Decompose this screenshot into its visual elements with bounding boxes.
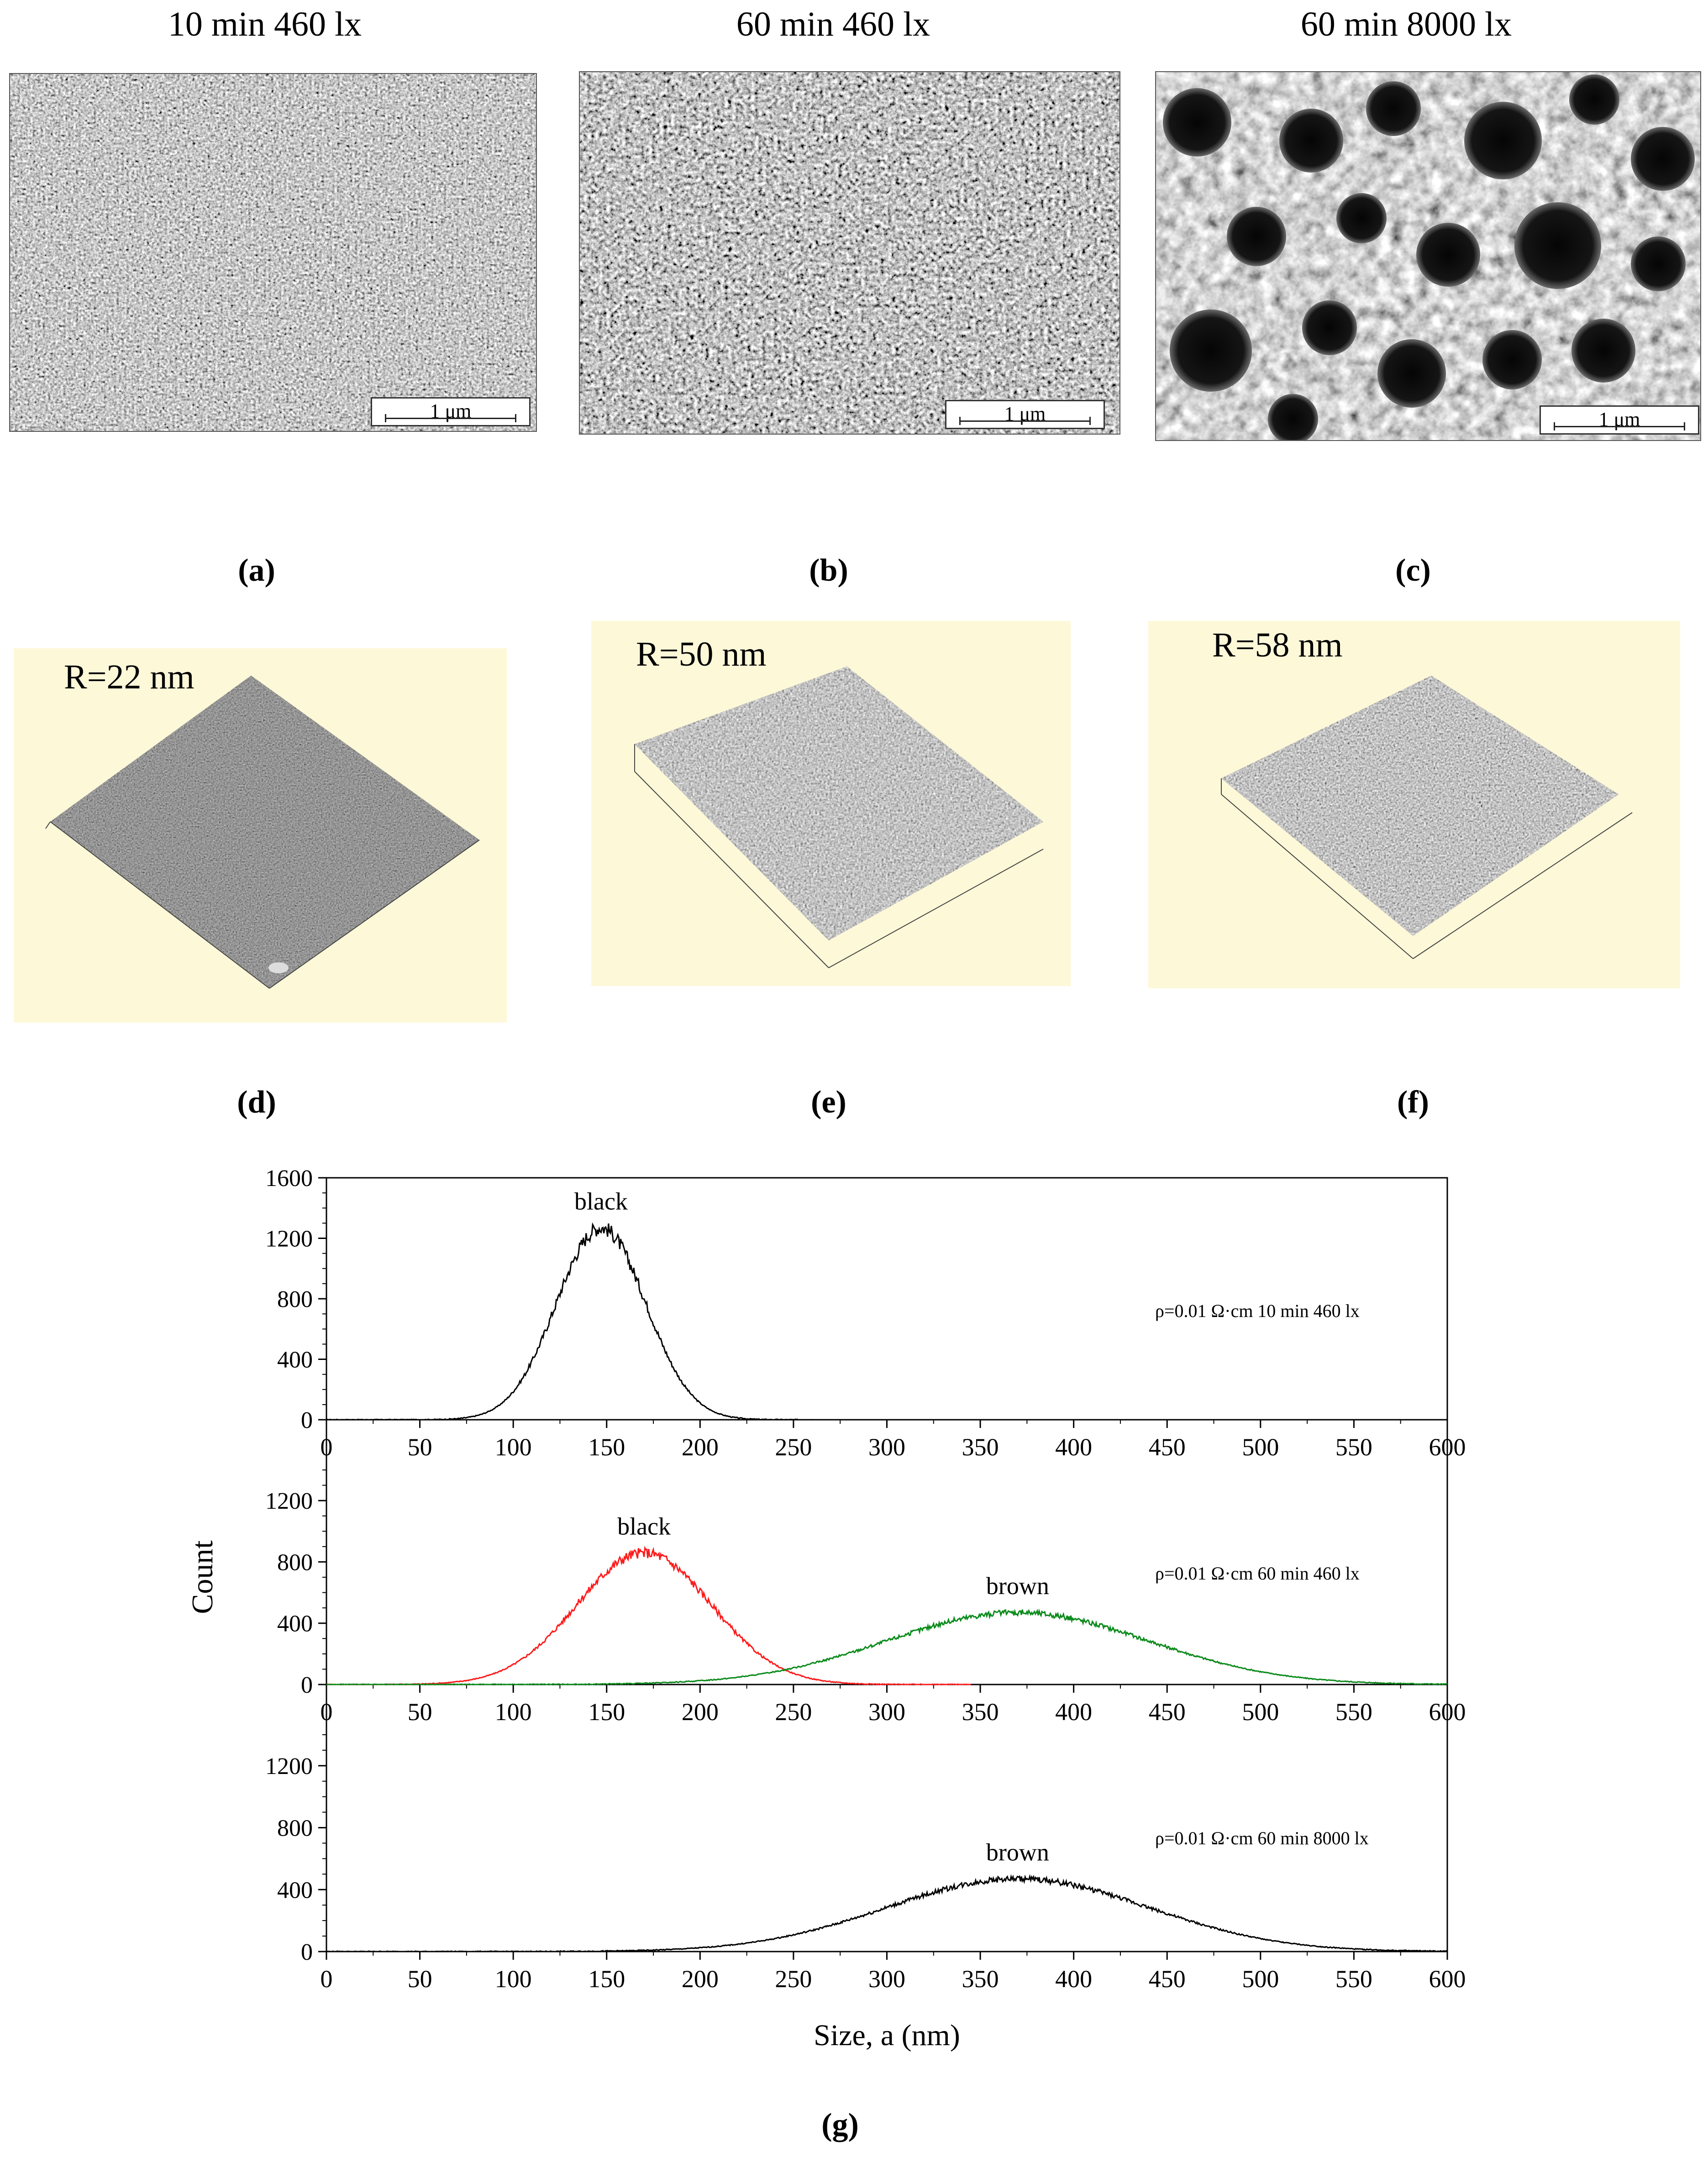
y-axis-title: Count xyxy=(186,1540,219,1614)
subplot-annotation-0: ρ=0.01 Ω·cm 10 min 460 lx xyxy=(1155,1301,1360,1321)
panel-letter-e: (e) xyxy=(811,1085,846,1120)
x-tick-label-2-150: 150 xyxy=(588,1965,625,1993)
y-tick-label-2-0: 0 xyxy=(301,1939,313,1965)
series-line-0-0 xyxy=(326,1222,813,1421)
afm-surface-e xyxy=(634,667,1044,968)
y-tick-label-0-1600: 1600 xyxy=(265,1165,313,1191)
x-tick-label-2-250: 250 xyxy=(775,1965,812,1993)
x-tick-label-2-350: 350 xyxy=(962,1965,999,1993)
x-tick-label-2-100: 100 xyxy=(495,1965,532,1993)
sem-image-a: 1 μm xyxy=(9,73,537,432)
x-tick-label-2-50: 50 xyxy=(408,1965,432,1993)
x-tick-label-0-500: 500 xyxy=(1242,1433,1279,1461)
afm-roughness-e: R=50 nm xyxy=(636,635,767,673)
sem-texture-a xyxy=(10,74,536,431)
x-tick-label-1-200: 200 xyxy=(682,1698,719,1726)
afm-panel-d: R=22 nm xyxy=(14,648,507,1023)
x-tick-label-0-50: 50 xyxy=(408,1433,432,1461)
x-tick-label-0-0: 0 xyxy=(321,1433,333,1461)
x-tick-label-2-600: 600 xyxy=(1429,1965,1466,1993)
pores-c xyxy=(1163,74,1695,440)
x-tick-label-2-550: 550 xyxy=(1335,1965,1372,1993)
x-tick-label-0-400: 400 xyxy=(1055,1433,1092,1461)
scale-bar-b: 1 μm xyxy=(945,400,1105,429)
panel-letter-b: (b) xyxy=(809,553,848,588)
x-tick-label-0-600: 600 xyxy=(1429,1433,1466,1461)
x-tick-label-1-50: 50 xyxy=(408,1698,432,1726)
x-tick-label-2-300: 300 xyxy=(868,1965,905,1993)
x-tick-label-1-550: 550 xyxy=(1335,1698,1372,1726)
scale-bar-label-c: 1 μm xyxy=(1598,408,1640,430)
y-tick-label-1-1200: 1200 xyxy=(265,1488,313,1514)
subplot-annotation-2: ρ=0.01 Ω·cm 60 min 8000 lx xyxy=(1155,1828,1369,1848)
x-tick-label-0-100: 100 xyxy=(495,1433,532,1461)
y-tick-label-0-1200: 1200 xyxy=(265,1226,313,1252)
afm-roughness-f: R=58 nm xyxy=(1212,626,1343,664)
x-tick-label-0-350: 350 xyxy=(962,1433,999,1461)
sem-caption-a: 10 min 460 lx xyxy=(168,5,362,43)
x-tick-label-0-300: 300 xyxy=(868,1433,905,1461)
x-tick-label-1-500: 500 xyxy=(1242,1698,1279,1726)
afm-panel-e: R=50 nm xyxy=(591,621,1071,986)
x-tick-label-1-600: 600 xyxy=(1429,1698,1466,1726)
x-tick-label-1-450: 450 xyxy=(1149,1698,1186,1726)
x-tick-label-1-400: 400 xyxy=(1055,1698,1092,1726)
afm-surface-f xyxy=(1221,676,1633,959)
y-tick-label-2-400: 400 xyxy=(277,1877,313,1903)
x-tick-label-0-150: 150 xyxy=(588,1433,625,1461)
afm-panel-f: R=58 nm xyxy=(1148,621,1680,988)
panel-letter-f: (f) xyxy=(1397,1085,1429,1120)
scale-bar-label-a: 1 μm xyxy=(430,400,472,422)
subplot-annotation-1: ρ=0.01 Ω·cm 60 min 460 lx xyxy=(1155,1563,1360,1584)
x-tick-label-2-200: 200 xyxy=(682,1965,719,1993)
y-tick-label-1-0: 0 xyxy=(301,1672,313,1698)
scale-bar-label-b: 1 μm xyxy=(1004,403,1046,425)
x-tick-label-1-250: 250 xyxy=(775,1698,812,1726)
panel-letter-g: (g) xyxy=(821,2107,859,2142)
panel-letter-d: (d) xyxy=(237,1085,276,1120)
scale-bar-c: 1 μm xyxy=(1540,405,1699,435)
afm-roughness-d: R=22 nm xyxy=(64,658,194,696)
scale-bar-a: 1 μm xyxy=(371,397,531,426)
sem-texture-b xyxy=(580,72,1119,434)
x-tick-label-1-350: 350 xyxy=(962,1698,999,1726)
y-tick-label-0-800: 800 xyxy=(277,1286,313,1312)
series-label-0-0: black xyxy=(574,1187,628,1215)
x-axis-title: Size, a (nm) xyxy=(814,2019,960,2052)
x-tick-label-1-100: 100 xyxy=(495,1698,532,1726)
x-tick-label-2-450: 450 xyxy=(1149,1965,1186,1993)
x-tick-label-1-300: 300 xyxy=(868,1698,905,1726)
x-tick-label-0-550: 550 xyxy=(1335,1433,1372,1461)
x-tick-label-2-400: 400 xyxy=(1055,1965,1092,1993)
size-distribution-chart: 0 400 800 1200 1600 0 50 100 150 200 250 300 350 400 4… xyxy=(186,1165,1466,2052)
sem-image-c: 1 μm xyxy=(1155,71,1701,441)
sem-caption-b: 60 min 460 lx xyxy=(736,5,930,43)
sem-image-b: 1 μm xyxy=(579,71,1120,435)
panel-letter-a: (a) xyxy=(238,553,275,588)
series-line-1-1 xyxy=(326,1608,1448,1685)
x-tick-label-1-0: 0 xyxy=(321,1698,333,1726)
series-label-1-1: brown xyxy=(986,1572,1049,1600)
sem-caption-c: 60 min 8000 lx xyxy=(1300,5,1512,43)
y-tick-label-2-1200: 1200 xyxy=(265,1753,313,1779)
panel-letter-c: (c) xyxy=(1395,553,1431,588)
series-line-2-0 xyxy=(326,1874,1448,1952)
series-label-2-0: brown xyxy=(986,1839,1049,1866)
afm-surface-d xyxy=(45,676,480,989)
y-tick-label-1-400: 400 xyxy=(277,1611,313,1637)
x-tick-label-1-150: 150 xyxy=(588,1698,625,1726)
y-tick-label-2-800: 800 xyxy=(277,1816,313,1842)
x-tick-label-0-250: 250 xyxy=(775,1433,812,1461)
y-tick-label-0-0: 0 xyxy=(301,1407,313,1433)
series-label-1-0: black xyxy=(617,1512,671,1540)
y-tick-label-1-800: 800 xyxy=(277,1549,313,1575)
x-tick-label-0-450: 450 xyxy=(1149,1433,1186,1461)
x-tick-label-2-0: 0 xyxy=(321,1965,333,1993)
x-tick-label-0-200: 200 xyxy=(682,1433,719,1461)
y-tick-label-0-400: 400 xyxy=(277,1347,313,1373)
sem-texture-c xyxy=(1156,72,1700,440)
series-line-1-0 xyxy=(326,1546,971,1685)
x-tick-label-2-500: 500 xyxy=(1242,1965,1279,1993)
